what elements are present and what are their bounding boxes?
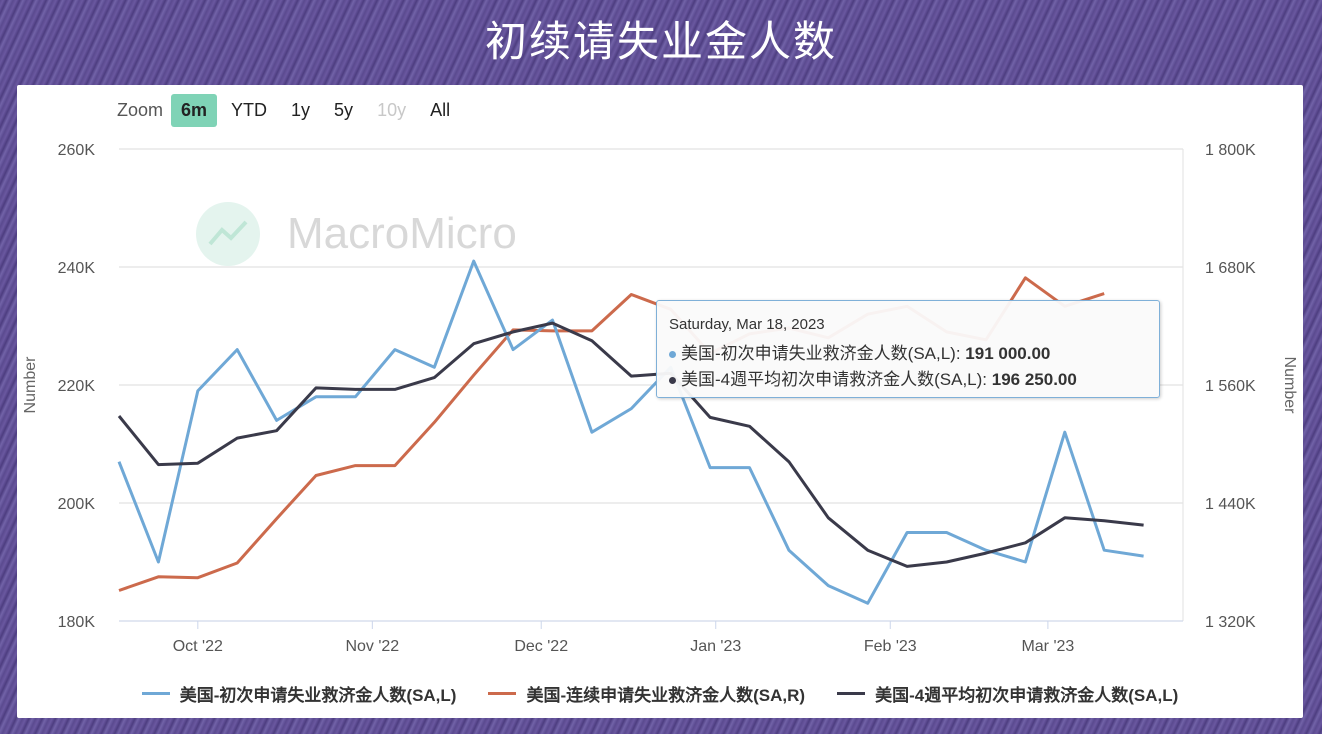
zoom-bar: Zoom 6m YTD 1y 5y 10y All — [117, 93, 464, 127]
legend-label: 美国-连续申请失业救济金人数(SA,R) — [526, 686, 806, 705]
x-tick-label: Nov '22 — [345, 638, 399, 655]
x-tick-label: Feb '23 — [864, 638, 917, 655]
tooltip-row-label: 美国-4週平均初次申请救济金人数(SA,L): — [681, 370, 992, 389]
tooltip-row-initial-claims: 美国-初次申请失业救济金人数(SA,L): 191 000.00 — [669, 339, 1050, 364]
zoom-1y-button[interactable]: 1y — [291, 99, 311, 120]
watermark-text: MacroMicro — [287, 209, 517, 258]
legend-label: 美国-初次申请失业救济金人数(SA,L) — [179, 686, 457, 705]
legend-line-icon — [837, 692, 866, 695]
right-tick-label: 1 680K — [1205, 260, 1256, 277]
tooltip-row-value: 196 250.00 — [991, 370, 1077, 389]
right-tick-label: 1 560K — [1205, 378, 1256, 395]
watermark: MacroMicro — [196, 202, 517, 266]
watermark-logo-mark — [208, 220, 248, 246]
right-tick-label: 1 320K — [1205, 614, 1256, 631]
series-dot-icon — [669, 351, 676, 359]
zoom-6m-button[interactable]: 6m — [171, 93, 218, 127]
x-tick-label: Mar '23 — [1021, 638, 1074, 655]
zoom-10y-button[interactable]: 10y — [377, 99, 407, 120]
tooltip-row-4week-average: 美国-4週平均初次申请救济金人数(SA,L): 196 250.00 — [669, 365, 1077, 390]
x-tick-label: Oct '22 — [173, 638, 223, 655]
x-tick-label: Jan '23 — [690, 638, 741, 655]
right-tick-label: 1 800K — [1205, 142, 1256, 159]
series-line-4week-average — [117, 321, 1144, 568]
left-tick-label: 240K — [58, 260, 96, 277]
zoom-ytd-button[interactable]: YTD — [231, 99, 268, 120]
chart-panel: Zoom 6m YTD 1y 5y 10y All MacroMicro 180… — [17, 85, 1303, 718]
zoom-5y-button[interactable]: 5y — [334, 99, 354, 120]
legend: 美国-初次申请失业救济金人数(SA,L) 美国-连续申请失业救济金人数(SA,R… — [17, 681, 1303, 706]
series-line-initial-claims — [117, 259, 1144, 605]
legend-label: 美国-4週平均初次申请救济金人数(SA,L) — [875, 686, 1179, 705]
series-dot-icon — [669, 377, 676, 385]
tooltip-row-label: 美国-初次申请失业救济金人数(SA,L): — [681, 344, 966, 363]
legend-line-icon — [141, 692, 170, 695]
tooltip: Saturday, Mar 18, 2023 美国-初次申请失业救济金人数(SA… — [656, 300, 1160, 398]
left-tick-label: 260K — [58, 142, 96, 159]
left-axis-title: Number — [22, 356, 39, 414]
x-tick-label: Dec '22 — [514, 638, 568, 655]
zoom-label: Zoom — [117, 99, 164, 120]
right-axis-title: Number — [1281, 357, 1298, 415]
left-tick-label: 220K — [58, 378, 96, 395]
zoom-all-button[interactable]: All — [430, 99, 451, 120]
tooltip-date: Saturday, Mar 18, 2023 — [669, 316, 825, 333]
chart-title: 初续请失业金人数 — [484, 17, 837, 66]
legend-line-icon — [488, 692, 517, 695]
left-tick-label: 200K — [58, 496, 96, 513]
legend-item-4week-average[interactable]: 美国-4週平均初次申请救济金人数(SA,L) — [837, 681, 1178, 706]
legend-item-continuing-claims[interactable]: 美国-连续申请失业救济金人数(SA,R) — [488, 681, 805, 706]
tooltip-row-value: 191 000.00 — [965, 344, 1051, 363]
right-tick-label: 1 440K — [1205, 496, 1256, 513]
left-tick-label: 180K — [58, 614, 96, 631]
legend-item-initial-claims[interactable]: 美国-初次申请失业救济金人数(SA,L) — [141, 681, 457, 706]
